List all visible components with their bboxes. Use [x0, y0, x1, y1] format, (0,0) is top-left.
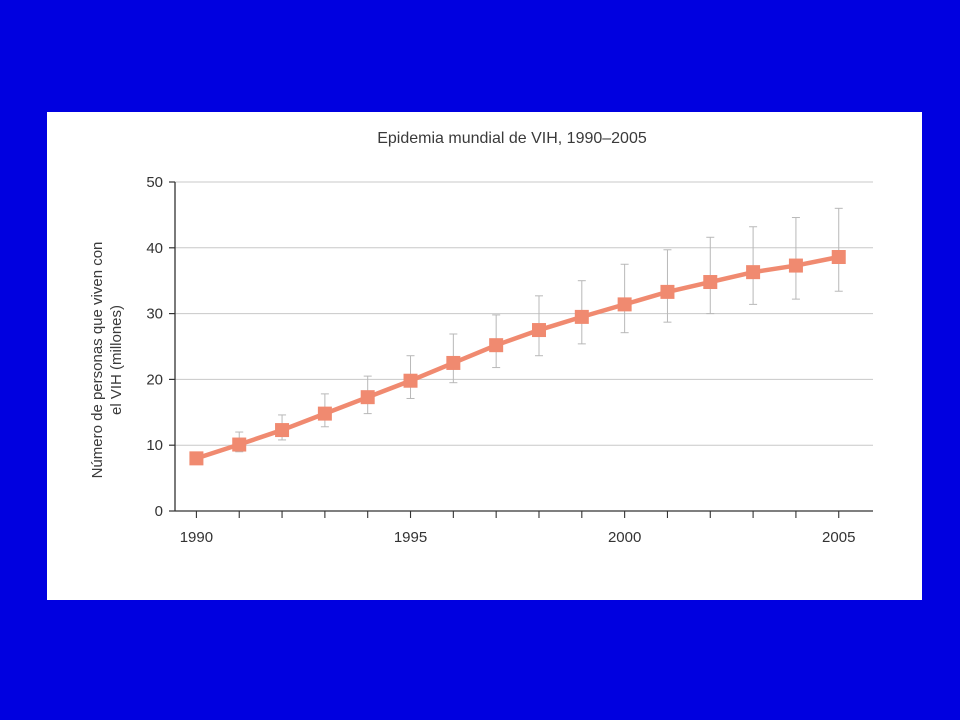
data-point-1992	[275, 423, 290, 438]
data-point-1990	[189, 451, 204, 466]
data-point-1997	[489, 338, 504, 353]
series-markers	[189, 250, 846, 466]
y-tick-label-10: 10	[146, 437, 163, 454]
chart: Epidemia mundial de VIH, 1990–2005 Númer…	[89, 130, 873, 546]
data-point-2003	[746, 265, 761, 280]
data-point-1996	[446, 355, 461, 370]
data-point-2004	[788, 258, 803, 273]
data-point-2002	[703, 275, 718, 290]
gridlines	[175, 181, 873, 446]
data-point-2001	[660, 284, 675, 299]
x-tick-label-2005: 2005	[822, 529, 855, 546]
data-point-1999	[574, 309, 589, 324]
series-lines	[195, 254, 840, 461]
series-line-0	[195, 254, 840, 461]
y-tick-label-20: 20	[146, 371, 163, 388]
x-tick-label-2000: 2000	[608, 529, 641, 546]
data-point-2005	[831, 250, 846, 265]
x-tick-label-1995: 1995	[394, 529, 427, 546]
y-tick-label-40: 40	[146, 240, 163, 257]
y-tick-label-50: 50	[146, 174, 163, 191]
axes	[174, 182, 873, 512]
data-point-1993	[317, 406, 332, 421]
data-point-1995	[403, 373, 418, 388]
x-tick-label-1990: 1990	[180, 529, 213, 546]
y-tick-label-0: 0	[155, 503, 163, 520]
data-point-1998	[531, 323, 546, 338]
y-tick-label-30: 30	[146, 306, 163, 323]
y-axis-title: Número de personas que viven con el VIH …	[89, 242, 125, 479]
chart-title: Epidemia mundial de VIH, 1990–2005	[377, 130, 647, 147]
y-axis-title-line1: Número de personas que viven con	[89, 242, 106, 479]
chart-panel: Epidemia mundial de VIH, 1990–2005 Númer…	[47, 112, 922, 600]
data-point-1991	[232, 437, 247, 452]
data-point-2000	[617, 297, 632, 312]
y-ticks: 0 10 20 30 40 50	[146, 174, 175, 520]
x-ticks: 1990 1995 2000 2005	[180, 511, 855, 546]
y-axis-title-line2: el VIH (millones)	[108, 305, 125, 415]
data-point-1994	[360, 390, 375, 405]
